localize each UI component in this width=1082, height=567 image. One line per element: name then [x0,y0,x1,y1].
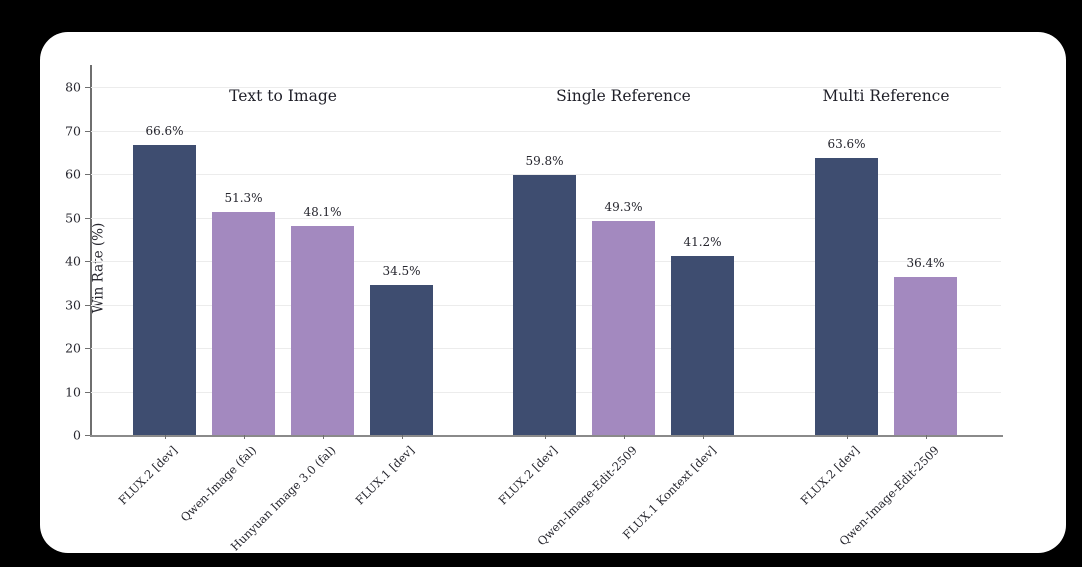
bar-value-label: 59.8% [525,153,564,168]
y-tick-mark-70 [85,130,90,132]
y-tick-mark-60 [85,174,90,175]
y-axis-title: Win Rate (%) [90,222,107,314]
y-tick-label-0: 0 [73,427,81,443]
gridline-60 [91,174,1001,175]
y-tick-label-10: 10 [65,384,81,399]
x-tick-label: FLUX.2 [dev] [797,443,863,508]
x-tick-mark [702,435,704,439]
bar-value-label: 34.5% [382,263,421,278]
y-axis-spine [90,65,92,436]
bar-flux-2-dev- [133,145,196,435]
y-tick-label-40: 40 [65,253,81,269]
y-tick-label-20: 20 [65,340,81,356]
x-axis-spine [90,435,1003,437]
bar-value-label: 63.6% [827,137,866,152]
bar-value-label: 48.1% [303,204,342,219]
group-title-0: Text to Image [229,87,337,105]
bar-flux-2-dev- [815,158,878,435]
y-tick-label-80: 80 [65,79,81,95]
bar-hunyuan-image-3-0-fal- [291,225,354,435]
bar-qwen-image-edit-2509 [592,220,655,435]
y-tick-mark-20 [85,348,90,349]
x-tick-mark [243,435,245,439]
y-tick-mark-10 [85,391,90,393]
x-tick-mark [544,435,546,439]
y-tick-mark-40 [85,261,90,262]
y-tick-label-50: 50 [65,210,81,225]
x-tick-label: FLUX.1 [dev] [352,443,418,508]
x-tick-label: FLUX.2 [dev] [495,443,561,508]
group-title-1: Single Reference [556,87,691,105]
bar-value-label: 66.6% [145,124,184,139]
bar-value-label: 51.3% [224,190,263,205]
plot-area: Win Rate (%) 0 10 20 30 40 50 60 70 80 Text to Im… [65,65,1002,554]
bar-qwen-image-edit-2509 [894,276,957,435]
bar-value-label: 41.2% [683,234,722,249]
x-tick-mark [623,435,625,439]
x-tick-mark [164,435,166,439]
bar-flux-2-dev- [513,174,576,435]
y-tick-label-60: 60 [65,166,81,182]
bar-flux-1-kontext-dev- [671,255,734,435]
y-tick-label-30: 30 [65,297,81,312]
x-tick-mark [322,435,324,439]
y-tick-mark-0 [85,435,90,436]
y-tick-mark-80 [85,87,90,88]
x-tick-label: FLUX.2 [dev] [115,443,181,508]
y-tick-mark-50 [85,217,90,219]
x-tick-mark [925,435,927,439]
bar-value-label: 49.3% [604,199,643,214]
bar-qwen-image-fal- [212,211,275,435]
x-tick-mark [846,435,848,439]
y-tick-label-70: 70 [65,123,81,138]
chart-card: Win Rate (%) 0 10 20 30 40 50 60 70 80 Text to Im… [40,32,1066,554]
group-title-2: Multi Reference [822,87,950,105]
x-tick-mark [401,435,403,439]
gridline-70 [91,130,1001,132]
bar-value-label: 36.4% [906,255,945,270]
gridline-80 [91,87,1001,88]
y-tick-mark-30 [85,304,90,306]
x-tick-label: Qwen-Image (fal) [177,443,260,525]
bar-flux-1-dev- [370,284,433,435]
